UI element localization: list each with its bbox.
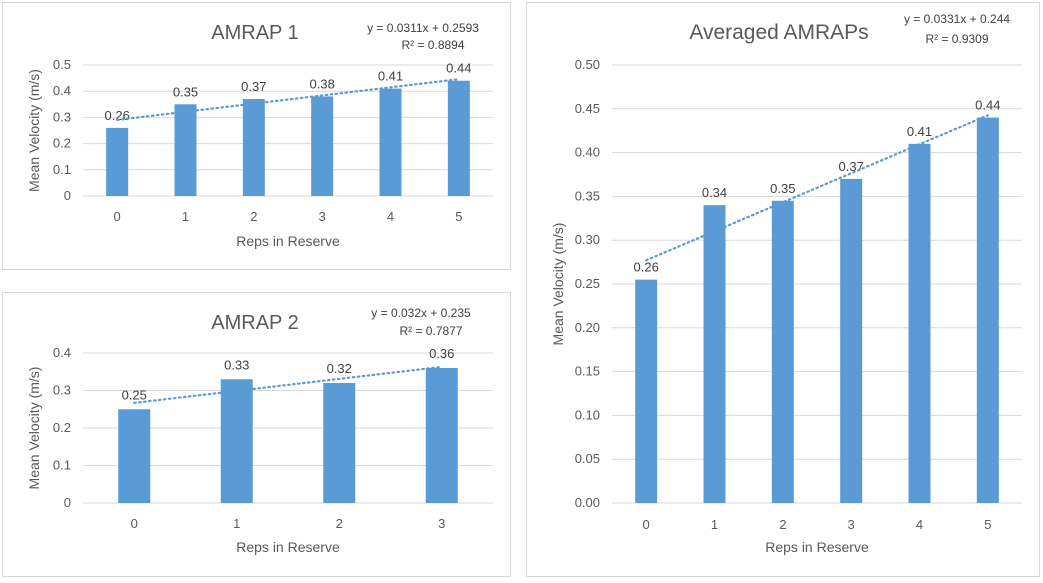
x-tick-label: 0	[643, 517, 650, 532]
x-tick-label: 3	[319, 209, 326, 224]
y-tick-label: 0.1	[53, 162, 71, 177]
y-tick-label: 0.3	[53, 109, 71, 124]
x-tick-label: 0	[114, 209, 121, 224]
x-tick-label: 1	[711, 517, 718, 532]
y-axis-title: Mean Velocity (m/s)	[26, 367, 42, 490]
data-label: 0.38	[310, 76, 335, 91]
y-tick-label: 0.35	[575, 188, 600, 203]
y-axis-title: Mean Velocity (m/s)	[26, 69, 42, 192]
x-axis-title: Reps in Reserve	[765, 539, 869, 555]
bar	[771, 200, 794, 503]
trendline	[133, 365, 443, 404]
x-tick-label: 5	[455, 209, 462, 224]
y-tick-label: 0.1	[53, 458, 71, 473]
bar	[447, 80, 470, 196]
data-label: 0.37	[839, 159, 864, 174]
bar	[635, 279, 658, 503]
trendline-r-squared: R² = 0.8894	[401, 38, 464, 52]
trendline-equation: y = 0.0311x + 0.2593	[367, 21, 479, 35]
bar	[840, 178, 863, 503]
bar	[174, 104, 197, 196]
bar	[976, 117, 999, 503]
x-tick-label: 2	[336, 516, 343, 531]
y-tick-label: 0.45	[575, 101, 600, 116]
chart-svg-amrap-2: 0 0.1 0.2 0.3 0.4 0 0.25 1 0.33 2 0.32 3 0.36 AMRAP 2…	[26, 306, 493, 555]
y-tick-label: 0.4	[53, 83, 71, 98]
x-tick-label: 3	[848, 517, 855, 532]
y-tick-label: 0	[64, 188, 71, 203]
x-tick-label: 0	[131, 516, 138, 531]
x-tick-label: 2	[250, 209, 257, 224]
data-label: 0.25	[122, 387, 147, 402]
bar	[311, 96, 334, 196]
data-label: 0.33	[224, 357, 249, 372]
x-axis-title: Reps in Reserve	[236, 233, 340, 249]
data-label: 0.41	[907, 124, 932, 139]
y-tick-label: 0.25	[575, 276, 600, 291]
y-tick-label: 0.2	[53, 136, 71, 151]
bar	[106, 127, 129, 196]
data-label: 0.35	[173, 84, 198, 99]
chart-panel-amrap-1: 0 0.1 0.2 0.3 0.4 0.5 0 0.26 1 0.35 2 0.37 3 0.38 4 0.4…	[2, 2, 511, 270]
y-tick-label: 0	[64, 495, 71, 510]
bar	[908, 143, 931, 503]
bar	[242, 99, 265, 196]
data-label: 0.35	[770, 181, 795, 196]
trendline	[116, 78, 460, 122]
bar	[118, 409, 151, 503]
y-tick-label: 0.40	[575, 145, 600, 160]
trendline-equation: y = 0.0331x + 0.244	[904, 12, 1010, 26]
bar	[323, 383, 356, 503]
y-tick-label: 0.05	[575, 451, 600, 466]
x-tick-label: 3	[438, 516, 445, 531]
x-tick-label: 4	[387, 209, 394, 224]
y-tick-label: 0.15	[575, 364, 600, 379]
trendline-r-squared: R² = 0.7877	[399, 324, 462, 338]
chart-panel-averaged-amraps: 0.00 0.05 0.10 0.15 0.20 0.25 0.30 0.35 0.40 0.45…	[526, 2, 1040, 577]
bar	[425, 368, 458, 503]
trendline-equation: y = 0.032x + 0.235	[371, 306, 471, 320]
bar	[703, 205, 726, 503]
x-tick-label: 2	[779, 517, 786, 532]
chart-title: AMRAP 1	[211, 22, 298, 44]
x-tick-label: 1	[182, 209, 189, 224]
x-axis-title: Reps in Reserve	[236, 539, 340, 555]
y-tick-label: 0.5	[53, 57, 71, 72]
data-label: 0.32	[327, 361, 352, 376]
trendline	[645, 114, 989, 262]
x-tick-label: 1	[233, 516, 240, 531]
y-tick-label: 0.10	[575, 407, 600, 422]
x-tick-label: 4	[916, 517, 923, 532]
data-label: 0.37	[241, 79, 266, 94]
data-label: 0.41	[378, 69, 403, 84]
y-axis-title: Mean Velocity (m/s)	[550, 223, 566, 346]
y-tick-label: 0.4	[53, 345, 71, 360]
data-label: 0.26	[634, 260, 659, 275]
x-tick-label: 5	[984, 517, 991, 532]
data-label: 0.36	[429, 346, 454, 361]
chart-svg-amrap-1: 00.10.20.30.40.500.2610.3520.3730.3840.4…	[26, 21, 493, 249]
data-label: 0.44	[975, 98, 1000, 113]
chart-title: AMRAP 2	[211, 312, 298, 334]
trendline-r-squared: R² = 0.9309	[925, 32, 988, 46]
y-tick-label: 0.30	[575, 232, 600, 247]
bar	[379, 88, 402, 196]
chart-title: Averaged AMRAPs	[689, 21, 868, 44]
bar	[220, 379, 253, 503]
y-tick-label: 0.00	[575, 495, 600, 510]
chart-panel-amrap-2: 0 0.1 0.2 0.3 0.4 0 0.25 1 0.33 2 0.32 3 0.36 AMRAP 2…	[2, 292, 511, 577]
y-tick-label: 0.3	[53, 383, 71, 398]
data-label: 0.34	[702, 185, 727, 200]
y-tick-label: 0.2	[53, 420, 71, 435]
y-tick-label: 0.50	[575, 57, 600, 72]
data-label: 0.44	[446, 61, 471, 76]
y-tick-label: 0.20	[575, 320, 600, 335]
chart-svg-averaged-amraps: 0.00 0.05 0.10 0.15 0.20 0.25 0.30 0.35 0.40 0.45…	[550, 12, 1022, 555]
